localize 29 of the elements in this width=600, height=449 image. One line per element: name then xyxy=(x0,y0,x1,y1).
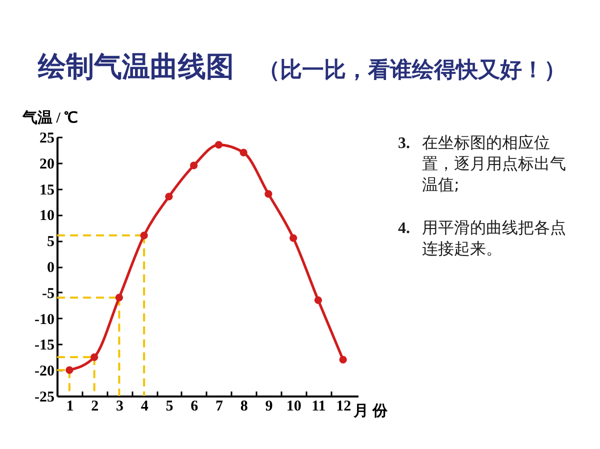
x-tick-label: 3 xyxy=(116,398,124,414)
y-tick-label: -25 xyxy=(34,390,54,406)
text: （比一比，看谁绘得快又好！） xyxy=(258,58,566,83)
x-tick-label: 7 xyxy=(215,398,224,414)
y-tick-label: -20 xyxy=(34,364,54,380)
y-tick-label: 10 xyxy=(40,208,54,224)
x-tick-label: 2 xyxy=(91,398,99,414)
x-tick-label: 10 xyxy=(286,398,302,414)
x-tick-label: 9 xyxy=(265,398,273,414)
x-tick-label: 12 xyxy=(336,398,352,414)
y-tick-label: -5 xyxy=(42,286,54,302)
x-axis-title: 月 份 xyxy=(352,402,388,420)
y-tick-label: 15 xyxy=(40,182,54,198)
text: 4. 用平滑的曲线把各点连接起来。 xyxy=(398,218,566,258)
x-tick-label: 1 xyxy=(66,398,74,414)
y-tick-label: 5 xyxy=(47,234,54,250)
y-tick-label: -15 xyxy=(34,338,54,354)
y-tick-label: 25 xyxy=(40,130,54,146)
chart-title: 绘制气温曲线图 xyxy=(37,50,234,83)
text: 3. 在坐标图的相应位置，逐月用点标出气温值; xyxy=(398,133,566,194)
x-tick-label: 6 xyxy=(190,398,199,414)
y-tick-label: 20 xyxy=(40,156,54,172)
y-tick-label: -10 xyxy=(34,312,54,328)
x-tick-label: 8 xyxy=(240,398,248,414)
y-axis-title: 气温 / ℃ xyxy=(22,110,78,126)
x-tick-label: 4 xyxy=(140,398,149,414)
x-tick-label: 5 xyxy=(166,398,174,414)
y-tick-label: 0 xyxy=(47,260,54,276)
x-tick-label: 11 xyxy=(312,398,326,414)
